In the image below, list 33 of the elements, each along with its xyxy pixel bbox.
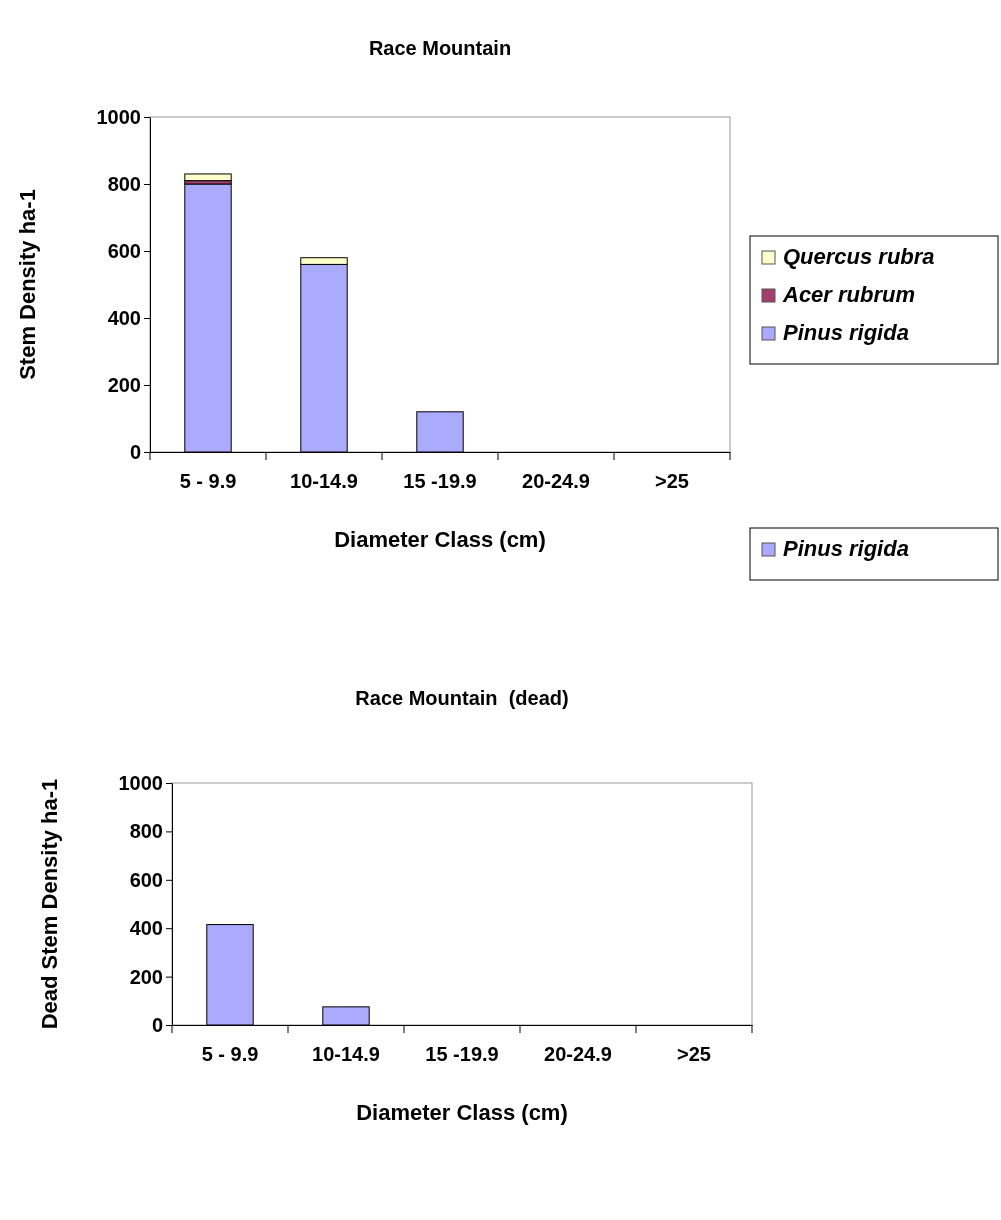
legend-label: Acer rubrum (782, 282, 916, 307)
x-tick-label: 5 - 9.9 (179, 470, 237, 493)
x-tick-label: 10-14.9 (312, 1043, 380, 1066)
y-axis-title: Stem Density ha-1 (15, 189, 40, 380)
legend-label: Quercus rubra (783, 244, 935, 269)
x-tick-label: 10-14.9 (290, 470, 358, 493)
bar (184, 173, 232, 182)
y-tick-label: 200 (129, 965, 163, 988)
y-tick-label: 800 (129, 820, 163, 843)
y-tick-label: 200 (107, 373, 141, 396)
y-axis-title: Dead Stem Density ha-1 (37, 778, 62, 1030)
y-tick-label: 0 (151, 1013, 163, 1036)
legend-label: Pinus rigida (783, 536, 909, 561)
chart-title: Race Mountain (dead) (355, 687, 569, 709)
x-tick-label: 20-24.9 (544, 1043, 612, 1066)
y-tick-label: 400 (107, 306, 141, 329)
legend-label: Pinus rigida (783, 320, 909, 345)
x-tick-label: >25 (677, 1043, 711, 1066)
y-tick-label: 600 (129, 868, 163, 891)
y-tick-label: 1000 (118, 771, 163, 794)
x-tick-label: 5 - 9.9 (201, 1043, 259, 1066)
x-tick-label: 20-24.9 (522, 470, 590, 493)
y-tick-label: 400 (129, 917, 163, 940)
x-axis-title: Diameter Class (cm) (334, 527, 546, 552)
chart-title: Race Mountain (368, 37, 512, 59)
x-tick-label: 15 -19.9 (425, 1043, 499, 1066)
y-tick-label: 0 (129, 440, 141, 463)
x-tick-label: >25 (655, 470, 689, 493)
y-tick-label: 600 (107, 239, 141, 262)
y-tick-label: 800 (107, 172, 141, 195)
x-axis-title: Diameter Class (cm) (356, 1100, 568, 1125)
y-tick-label: 1000 (96, 105, 141, 128)
x-tick-label: 15 -19.9 (403, 470, 477, 493)
